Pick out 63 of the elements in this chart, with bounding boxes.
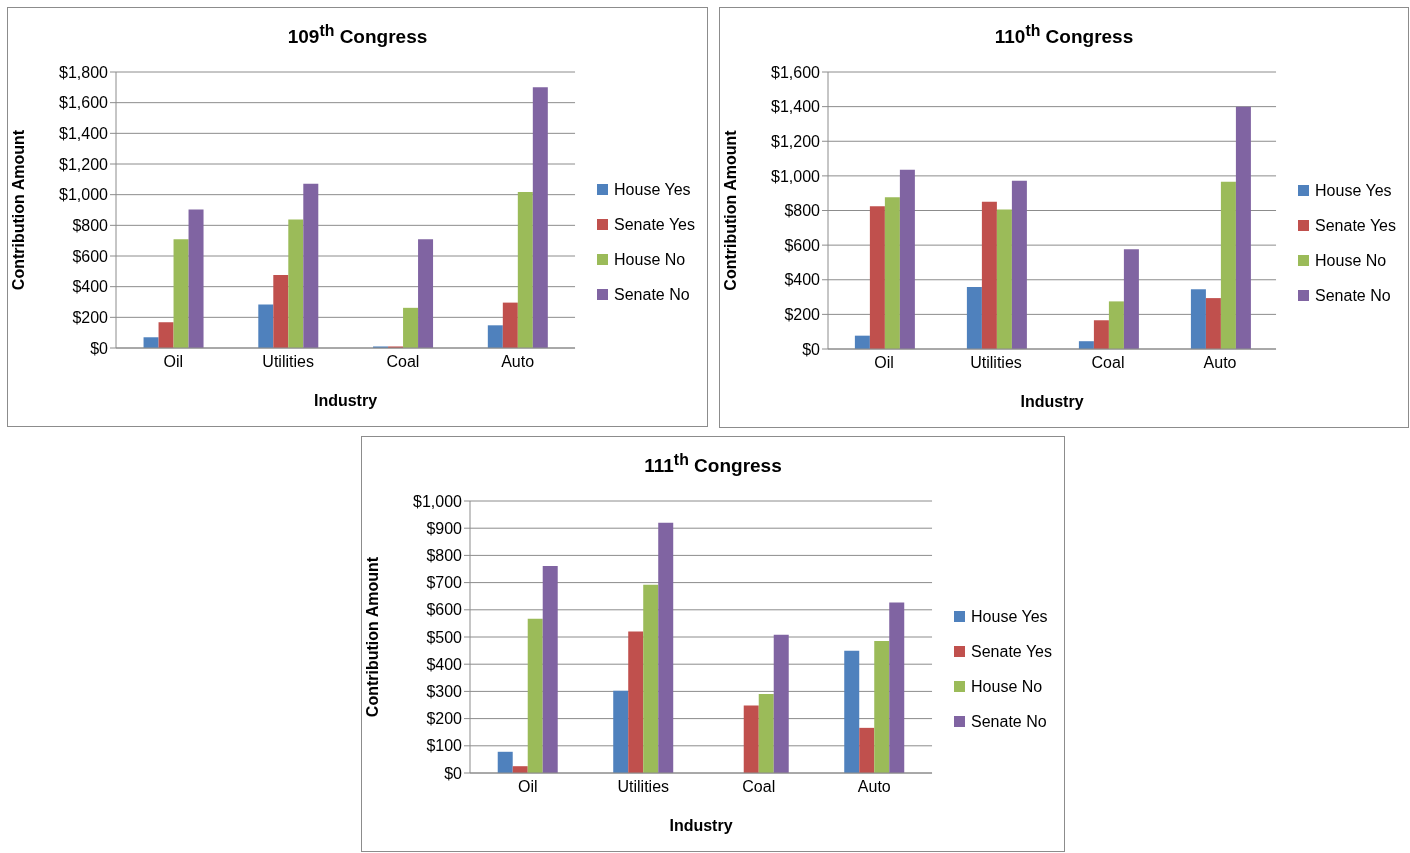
y-tick-label: $1,200 bbox=[771, 132, 821, 150]
x-tick-label: Auto bbox=[857, 778, 891, 796]
y-tick-label: $200 bbox=[72, 309, 109, 327]
y-tick-label: $400 bbox=[72, 278, 109, 296]
legend-label: House No bbox=[614, 250, 686, 270]
y-tick-label: $400 bbox=[784, 271, 821, 289]
y-tick-label: $1,000 bbox=[413, 492, 463, 510]
y-tick-label: $0 bbox=[444, 764, 463, 782]
y-axis-title: Contribution Amount bbox=[363, 556, 381, 718]
y-tick-label: $1,200 bbox=[59, 155, 109, 173]
x-tick-label: Utilities bbox=[617, 778, 670, 796]
y-tick-label: $900 bbox=[426, 519, 463, 537]
x-tick-label: Utilities bbox=[262, 353, 314, 371]
legend-label: House Yes bbox=[971, 607, 1048, 627]
y-tick-label: $300 bbox=[426, 683, 463, 701]
legend-label: Senate No bbox=[614, 285, 690, 305]
x-tick-label: Auto bbox=[501, 353, 535, 371]
legend-label: Senate No bbox=[971, 712, 1047, 732]
legend-label: House Yes bbox=[614, 180, 691, 200]
x-tick-label: Auto bbox=[1203, 354, 1237, 372]
y-tick-label: $600 bbox=[72, 247, 109, 265]
y-tick-label: $800 bbox=[72, 217, 109, 235]
x-tick-label: Coal bbox=[1091, 354, 1125, 372]
legend-label: Senate Yes bbox=[971, 642, 1052, 662]
legend-label: Senate Yes bbox=[1315, 215, 1396, 236]
chart-title: 109$^{th}$ Congress bbox=[286, 22, 429, 49]
x-tick-label: Oil bbox=[874, 354, 894, 372]
legend-label: House No bbox=[971, 677, 1043, 697]
legend-label: House No bbox=[1315, 250, 1387, 271]
x-axis-title: Industry bbox=[313, 392, 378, 409]
x-axis-title: Industry bbox=[669, 817, 733, 834]
x-tick-label: Oil bbox=[163, 353, 184, 371]
chart-title: 110$^{th}$ Congress bbox=[993, 22, 1135, 49]
x-tick-label: Utilities bbox=[970, 354, 1022, 372]
chart-title: 111$^{th}$ Congress bbox=[643, 451, 783, 478]
y-tick-label: $1,000 bbox=[771, 167, 821, 185]
y-tick-label: $1,600 bbox=[771, 63, 821, 81]
y-tick-label: $1,400 bbox=[59, 125, 109, 143]
legend-label: House Yes bbox=[1315, 180, 1392, 201]
y-tick-label: $1,000 bbox=[59, 186, 109, 204]
y-tick-label: $400 bbox=[426, 655, 463, 673]
y-tick-label: $800 bbox=[784, 202, 821, 220]
y-axis-title: Contribution Amount bbox=[721, 129, 739, 291]
legend-label: Senate No bbox=[1315, 285, 1391, 306]
legend-label: Senate Yes bbox=[614, 215, 695, 235]
x-axis-title: Industry bbox=[1020, 393, 1084, 410]
y-tick-label: $1,800 bbox=[59, 63, 109, 81]
y-tick-label: $700 bbox=[426, 574, 463, 592]
x-tick-label: Coal bbox=[742, 778, 776, 796]
y-tick-label: $600 bbox=[784, 236, 821, 254]
x-tick-label: Coal bbox=[386, 353, 420, 371]
x-tick-label: Oil bbox=[517, 778, 538, 796]
y-tick-label: $500 bbox=[426, 628, 463, 646]
y-tick-label: $0 bbox=[802, 340, 821, 358]
y-tick-label: $1,400 bbox=[771, 98, 821, 116]
y-tick-label: $100 bbox=[426, 737, 463, 755]
y-tick-label: $800 bbox=[426, 547, 463, 565]
y-tick-label: $200 bbox=[784, 306, 821, 324]
y-tick-label: $1,600 bbox=[59, 94, 109, 112]
y-axis-title: Contribution Amount bbox=[9, 129, 27, 291]
y-tick-label: $0 bbox=[90, 339, 109, 357]
y-tick-label: $200 bbox=[426, 710, 463, 728]
y-tick-label: $600 bbox=[426, 601, 463, 619]
